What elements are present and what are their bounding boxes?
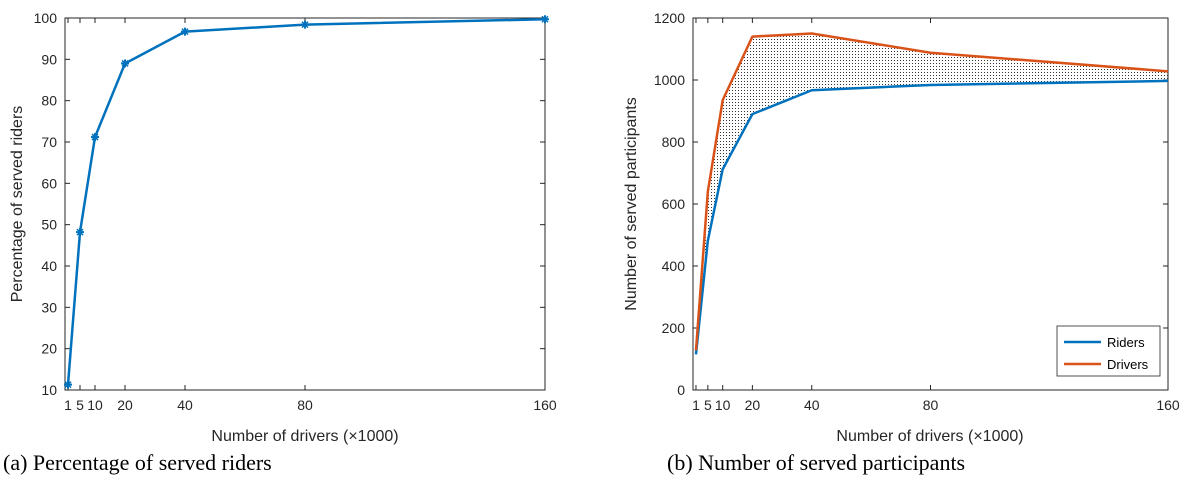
chart-b-legend: Riders Drivers — [1056, 325, 1161, 377]
chart-a-ticks — [65, 17, 546, 391]
y-tick-label: 100 — [34, 10, 58, 26]
x-tick-label: 1 — [64, 397, 72, 413]
x-tick-label: 80 — [923, 397, 939, 413]
chart-a-series — [64, 15, 549, 389]
data-point — [91, 133, 99, 142]
y-tick-label: 400 — [662, 258, 686, 274]
y-tick-label: 200 — [662, 320, 686, 336]
data-point — [541, 15, 549, 24]
x-tick-label: 20 — [117, 397, 133, 413]
y-tick-label: 1200 — [654, 10, 685, 26]
x-tick-label: 10 — [87, 397, 103, 413]
y-tick-label: 40 — [41, 258, 57, 274]
data-point — [76, 228, 84, 237]
chart-b-caption: (b) Number of served participants — [667, 450, 965, 475]
chart-a-y-tick-labels: 10 20 30 40 50 60 70 80 90 100 — [34, 10, 58, 398]
chart-b-series — [694, 32, 1169, 355]
y-tick-label: 0 — [677, 382, 685, 398]
chart-a-plot-area — [64, 17, 546, 391]
y-tick-label: 80 — [41, 93, 57, 109]
y-tick-label: 20 — [41, 341, 57, 357]
x-tick-label: 20 — [745, 397, 761, 413]
y-tick-label: 50 — [41, 217, 57, 233]
x-tick-label: 40 — [804, 397, 820, 413]
y-tick-label: 30 — [41, 299, 57, 315]
series-line-riders — [694, 79, 1169, 355]
data-point — [181, 27, 189, 36]
chart-a-x-tick-labels: 1 5 10 20 40 80 160 — [64, 397, 557, 413]
data-point — [121, 59, 129, 68]
chart-a-x-axis-label: Number of drivers (×1000) — [211, 428, 398, 445]
y-tick-label: 60 — [41, 175, 57, 191]
chart-b-shaded-gap — [695, 33, 1168, 355]
chart-b-x-axis-label: Number of drivers (×1000) — [836, 428, 1023, 445]
y-tick-label: 600 — [662, 196, 686, 212]
x-tick-label: 80 — [297, 397, 313, 413]
x-tick-label: 1 — [692, 397, 700, 413]
chart-b-y-tick-labels: 0 200 400 600 800 1000 1200 — [654, 10, 685, 398]
y-tick-label: 70 — [41, 134, 57, 150]
data-point — [301, 20, 309, 29]
chart-b-ticks — [693, 17, 1169, 391]
x-tick-label: 40 — [177, 397, 193, 413]
y-tick-label: 10 — [41, 382, 57, 398]
y-tick-label: 1000 — [654, 72, 685, 88]
chart-a-y-axis-label: Percentage of served riders — [9, 106, 26, 303]
x-tick-label: 160 — [533, 397, 557, 413]
data-point — [64, 380, 72, 389]
chart-b-x-tick-labels: 1 5 10 20 40 80 160 — [692, 397, 1180, 413]
legend-box — [1056, 325, 1161, 377]
x-tick-label: 10 — [715, 397, 731, 413]
y-tick-label: 800 — [662, 134, 686, 150]
chart-b-y-axis-label: Number of served participants — [623, 97, 640, 310]
x-tick-label: 160 — [1156, 397, 1180, 413]
series-line-drivers — [694, 32, 1169, 351]
legend-riders-label: Riders — [1107, 335, 1145, 350]
x-tick-label: 5 — [704, 397, 712, 413]
legend-drivers-label: Drivers — [1107, 357, 1149, 372]
chart-a-caption: (a) Percentage of served riders — [3, 450, 272, 475]
x-tick-label: 5 — [76, 397, 84, 413]
chart-b: 0 200 400 600 800 1000 1200 1 5 10 20 40 80 160 Ride… — [623, 10, 1180, 475]
y-tick-label: 90 — [41, 51, 57, 67]
